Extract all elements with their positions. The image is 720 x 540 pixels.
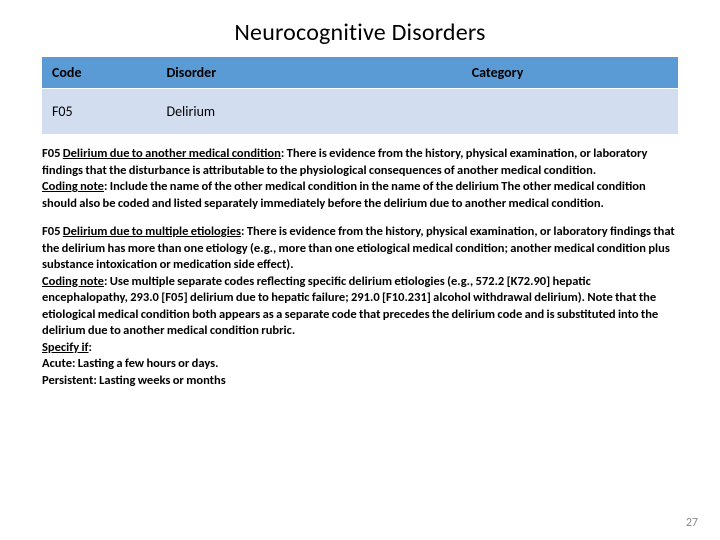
coding-note-label: Coding note — [42, 274, 104, 289]
block-f05-another-condition: F05 Delirium due to another medical cond… — [42, 146, 678, 212]
page-title: Neurocognitive Disorders — [42, 18, 678, 47]
cell-category — [462, 89, 678, 135]
lead-underline: Delirium due to multiple etiologies — [63, 224, 241, 239]
table-header-row: Code Disorder Category — [42, 57, 678, 89]
cell-disorder: Delirium — [156, 89, 461, 135]
coding-note-text: : Use multiple separate codes reflecting… — [42, 274, 658, 339]
coding-note-text: : Include the name of the other medical … — [42, 179, 646, 211]
col-header-code: Code — [42, 57, 156, 89]
block-f05-multiple-etiologies: F05 Delirium due to multiple etiologies:… — [42, 224, 678, 389]
specify-if-label: Specify if — [42, 340, 89, 355]
acute-line: Acute: Lasting a few hours or days. — [42, 356, 219, 371]
lead-code: F05 — [42, 146, 60, 161]
disorder-table: Code Disorder Category F05 Delirium — [42, 57, 678, 134]
col-header-category: Category — [462, 57, 678, 89]
col-header-disorder: Disorder — [156, 57, 461, 89]
slide: Neurocognitive Disorders Code Disorder C… — [0, 0, 720, 540]
persistent-line: Persistent: Lasting weeks or months — [42, 373, 226, 388]
cell-code: F05 — [42, 89, 156, 135]
page-number: 27 — [686, 516, 698, 530]
coding-note-label: Coding note — [42, 179, 104, 194]
table-row: F05 Delirium — [42, 89, 678, 135]
lead-code: F05 — [42, 224, 60, 239]
lead-underline: Delirium due to another medical conditio… — [63, 146, 281, 161]
specify-colon: : — [89, 340, 92, 355]
